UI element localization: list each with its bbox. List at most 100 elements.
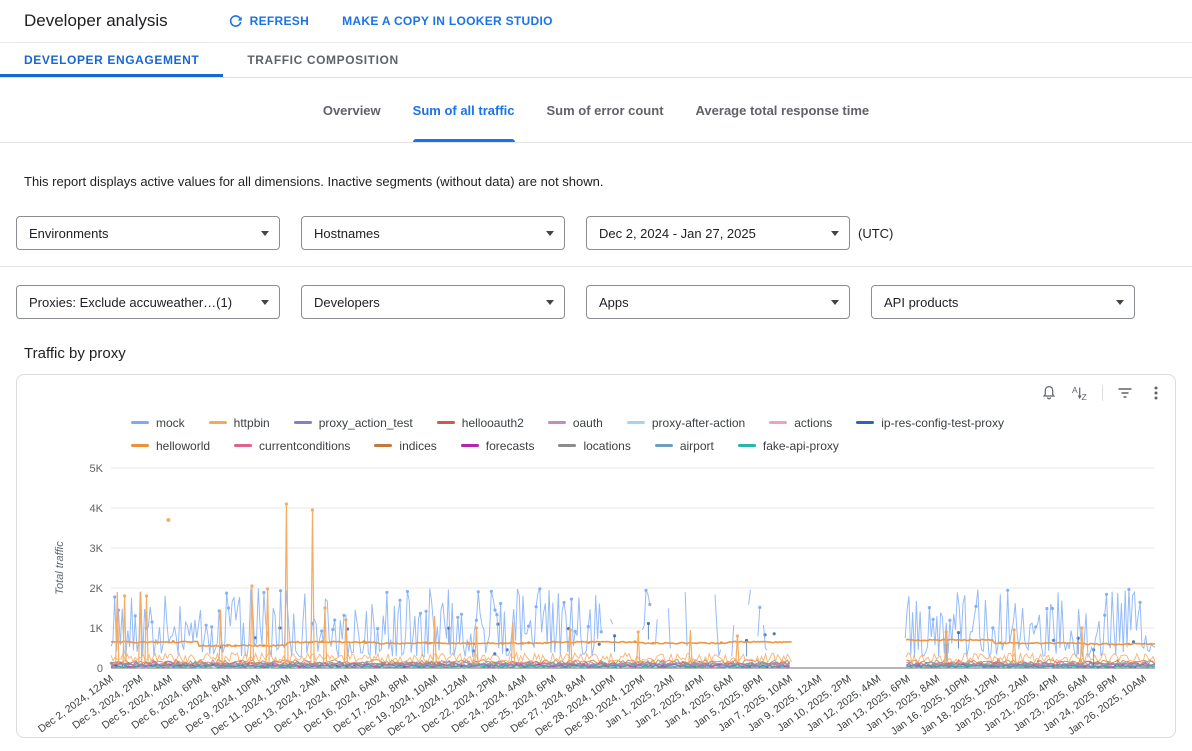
make-copy-button[interactable]: MAKE A COPY IN LOOKER STUDIO [342,14,553,28]
developers-filter[interactable]: Developers [301,285,565,319]
legend-item-oauth[interactable]: oauth [547,416,603,430]
refresh-label: REFRESH [249,14,310,28]
legend-swatch [654,444,673,447]
legend-item-actions[interactable]: actions [769,416,832,430]
legend-item-helloworld[interactable]: helloworld [131,439,210,453]
legend-item-airport[interactable]: airport [654,438,714,453]
main-tabbar: DEVELOPER ENGAGEMENT TRAFFIC COMPOSITION [0,43,1192,78]
subtab-overview[interactable]: Overview [322,102,381,118]
proxies-filter[interactable]: Proxies: Exclude accuweather…(1) [16,285,280,319]
refresh-button[interactable]: REFRESH [228,14,309,29]
legend-item-forecasts[interactable]: forecasts [460,439,534,453]
series-line [763,624,768,651]
date-range-label: Dec 2, 2024 - Jan 27, 2025 [599,225,756,241]
legend-swatch [460,444,479,447]
series-line [310,509,315,664]
legend-item-proxy-after-action[interactable]: proxy-after-action [626,416,745,430]
traffic-by-proxy-card: A Z mock httpbin proxy_action_test hellooau… [16,374,1176,738]
series-line [905,638,1156,646]
subtab-average-total-response-time[interactable]: Average total response time [695,102,870,118]
tab-traffic-composition[interactable]: TRAFFIC COMPOSITION [247,53,399,67]
legend-item-httpbin[interactable]: httpbin [208,416,270,430]
alert-bell-icon[interactable] [1040,384,1058,402]
legend-label: airport [679,438,714,453]
series-point [250,584,254,588]
filter-row-1: Environments Hostnames Dec 2, 2024 - Jan… [0,216,1192,250]
legend-swatch [234,444,253,447]
hostnames-filter-label: Hostnames [314,225,380,241]
apps-filter[interactable]: Apps [586,285,850,319]
legend-item-ip-res-config-test-proxy[interactable]: ip-res-config-test-proxy [856,416,1004,430]
y-tick-label: 2K [90,583,104,595]
date-range-filter[interactable]: Dec 2, 2024 - Jan 27, 2025 [586,216,850,250]
api-products-filter[interactable]: API products [871,285,1135,319]
y-tick-label: 4K [90,503,104,515]
subtab-sum-of-all-traffic[interactable]: Sum of all traffic [397,78,531,142]
hostnames-filter[interactable]: Hostnames [301,216,565,250]
series-line [906,664,1156,669]
series-line [610,618,613,625]
series-line [654,619,658,645]
legend-item-hellooauth2[interactable]: hellooauth2 [436,416,524,430]
legend-swatch [293,421,312,424]
legend-item-fake-api-proxy[interactable]: fake-api-proxy [737,439,839,453]
series-line [667,608,671,649]
legend-label: indices [399,438,437,453]
filter-icon[interactable] [1116,384,1134,402]
api-products-filter-label: API products [884,294,959,310]
series-point [474,626,478,630]
tab-developer-engagement[interactable]: DEVELOPER ENGAGEMENT [0,43,224,77]
series-point [344,618,348,622]
series-line [138,591,143,664]
legend-label: currentconditions [259,438,351,453]
series-point [323,606,327,610]
series-line [265,588,270,664]
series-point [266,587,270,591]
legend-item-indices[interactable]: indices [374,438,437,453]
timezone-label: (UTC) [858,225,894,241]
filter-divider [0,266,1192,267]
series-line [641,590,651,631]
legend-item-currentconditions[interactable]: currentconditions [234,439,350,453]
legend-item-proxy-action-test[interactable]: proxy_action_test [293,416,413,430]
series-point [648,602,652,607]
chevron-down-icon [546,230,554,236]
series-line [432,615,437,664]
series-point [599,630,603,634]
series-line [714,594,722,657]
legend-swatch [856,421,875,424]
proxies-filter-label: Proxies: Exclude accuweather…(1) [29,294,233,310]
environments-filter-label: Environments [29,225,109,241]
refresh-icon [229,14,242,27]
more-vert-icon[interactable] [1147,384,1165,402]
series-point [493,652,497,656]
legend-swatch [769,421,788,424]
svg-text:A: A [1072,385,1078,395]
filter-row-2: Proxies: Exclude accuweather…(1) Develop… [0,285,1192,319]
sort-alpha-icon[interactable]: A Z [1071,384,1089,402]
report-header: Developer analysis REFRESH MAKE A COPY I… [0,0,1192,43]
developers-filter-label: Developers [314,294,380,310]
environments-filter[interactable]: Environments [16,216,280,250]
chevron-down-icon [831,299,839,305]
series-point [636,630,640,634]
series-line [110,588,602,658]
legend-item-locations[interactable]: locations [558,438,631,453]
series-line [748,589,751,605]
chevron-down-icon [1116,299,1124,305]
chevron-down-icon [546,299,554,305]
series-line [731,625,735,657]
report-notice: This report displays active values for a… [24,174,604,189]
subtab-sum-of-error-count[interactable]: Sum of error count [546,102,664,118]
legend-label: helloworld [156,438,211,453]
legend-item-mock[interactable]: mock [131,416,185,430]
legend-label: locations [583,438,631,453]
series-point [944,630,948,634]
series-line [906,663,1156,668]
y-tick-label: 1K [90,623,104,635]
series-line [1011,629,1017,664]
series-point [758,605,762,609]
series-line [110,661,790,667]
make-copy-label: MAKE A COPY IN LOOKER STUDIO [342,14,553,28]
